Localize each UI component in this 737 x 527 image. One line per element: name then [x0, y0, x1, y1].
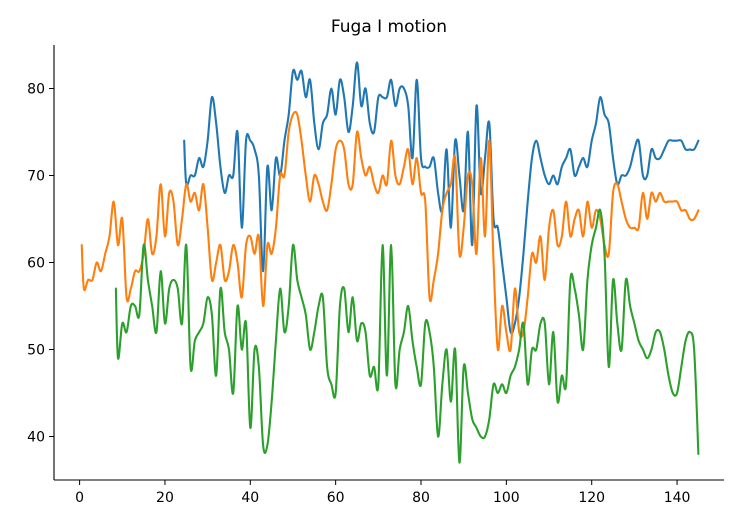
chart-title: Fuga I motion	[331, 17, 447, 37]
x-tick-label: 40	[241, 490, 259, 506]
y-tick-label: 50	[27, 343, 45, 359]
x-tick-label: 80	[412, 490, 430, 506]
series-line-3	[114, 208, 700, 464]
series-layer	[80, 61, 700, 464]
y-tick-label: 60	[27, 256, 45, 272]
x-tick-label: 20	[156, 490, 174, 506]
x-tick-label: 0	[75, 490, 84, 506]
x-tick-label: 140	[664, 490, 691, 506]
x-tick-label: 120	[578, 490, 605, 506]
y-tick-label: 40	[27, 430, 45, 446]
y-tick-label: 70	[27, 169, 45, 185]
y-tick-label: 80	[27, 82, 45, 98]
x-tick-label: 60	[327, 490, 345, 506]
x-tick-label: 100	[493, 490, 520, 506]
x-axis-ticks: 0 20 40 60 80 100 120 140	[75, 480, 690, 506]
series-line-2	[80, 110, 700, 353]
y-axis-ticks: 40 50 60 70 80	[27, 82, 54, 446]
